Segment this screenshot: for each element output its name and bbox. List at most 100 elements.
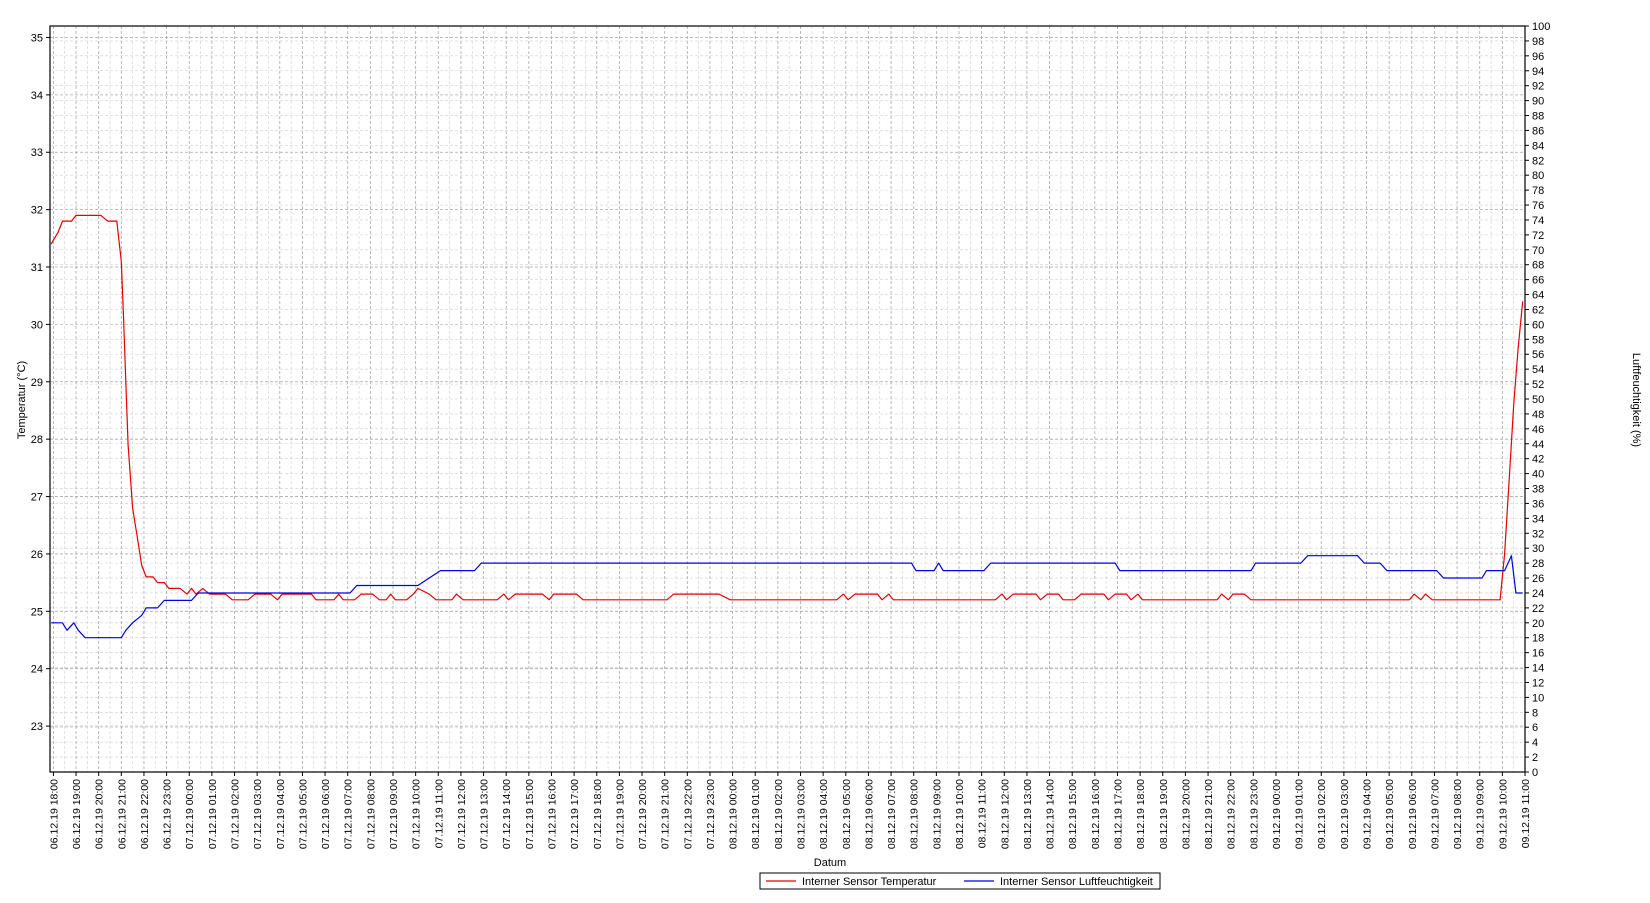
x-tick-label: 07.12.19 13:00	[479, 779, 491, 849]
y2-tick-label: 74	[1532, 215, 1544, 227]
y2-tick-label: 52	[1532, 379, 1544, 391]
y2-tick-label: 92	[1532, 81, 1544, 93]
y2-tick-label: 94	[1532, 66, 1544, 78]
y2-tick-label: 72	[1532, 230, 1544, 242]
x-tick-label: 08.12.19 21:00	[1203, 779, 1215, 849]
x-tick-label: 08.12.19 06:00	[863, 779, 875, 849]
y2-tick-label: 58	[1532, 334, 1544, 346]
grid	[50, 25, 1526, 773]
x-tick-label: 08.12.19 03:00	[796, 779, 808, 849]
y2-tick-label: 56	[1532, 349, 1544, 361]
y2-tick-label: 88	[1532, 111, 1544, 123]
x-tick-label: 07.12.19 00:00	[184, 779, 196, 849]
y2-tick-label: 98	[1532, 36, 1544, 48]
x-tick-label: 07.12.19 02:00	[230, 779, 242, 849]
x-tick-label: 08.12.19 20:00	[1180, 779, 1192, 849]
y2-tick-label: 32	[1532, 528, 1544, 540]
y-tick-label: 23	[31, 721, 43, 733]
x-tick-label: 08.12.19 10:00	[954, 779, 966, 849]
y2-tick-label: 64	[1532, 290, 1544, 302]
x-tick-label: 09.12.19 09:00	[1475, 779, 1487, 849]
y2-axis-label: Luftfeuchtigkeit (%)	[1630, 353, 1642, 447]
x-tick-label: 07.12.19 12:00	[456, 779, 468, 849]
x-tick-label: 07.12.19 23:00	[705, 779, 717, 849]
y2-tick-label: 48	[1532, 409, 1544, 421]
y-tick-label: 26	[31, 549, 43, 561]
y2-tick-label: 0	[1532, 767, 1538, 779]
y-tick-label: 27	[31, 492, 43, 504]
y-axis-right: 0246810121416182022242628303234363840424…	[1525, 21, 1550, 779]
x-tick-label: 08.12.19 07:00	[886, 779, 898, 849]
y2-tick-label: 2	[1532, 752, 1538, 764]
y2-tick-label: 42	[1532, 454, 1544, 466]
y2-tick-label: 12	[1532, 677, 1544, 689]
y2-tick-label: 84	[1532, 140, 1544, 152]
y2-tick-label: 10	[1532, 692, 1544, 704]
x-tick-label: 08.12.19 11:00	[977, 779, 989, 848]
x-tick-label: 07.12.19 18:00	[592, 779, 604, 849]
x-tick-label: 09.12.19 03:00	[1339, 779, 1351, 849]
y2-tick-label: 22	[1532, 603, 1544, 615]
x-tick-label: 07.12.19 04:00	[275, 779, 287, 849]
y2-tick-label: 26	[1532, 573, 1544, 585]
y2-tick-label: 76	[1532, 200, 1544, 212]
x-tick-label: 07.12.19 14:00	[501, 779, 513, 849]
series-line-humidity	[51, 555, 1523, 639]
y2-tick-label: 34	[1532, 513, 1544, 525]
y2-tick-label: 30	[1532, 543, 1544, 555]
y-tick-label: 30	[31, 319, 43, 331]
x-tick-label: 07.12.19 01:00	[207, 779, 219, 849]
x-tick-label: 07.12.19 05:00	[297, 779, 309, 849]
x-tick-label: 08.12.19 14:00	[1045, 779, 1057, 849]
y-tick-label: 35	[31, 32, 43, 44]
y-tick-label: 33	[31, 147, 43, 159]
y2-tick-label: 100	[1532, 21, 1550, 33]
x-axis: 06.12.19 18:00 06.12.19 19:00 06.12.19 20:…	[48, 772, 1532, 849]
y2-tick-label: 90	[1532, 96, 1544, 108]
x-tick-label: 06.12.19 19:00	[71, 779, 83, 849]
y2-tick-label: 96	[1532, 51, 1544, 63]
x-tick-label: 08.12.19 18:00	[1135, 779, 1147, 849]
y2-tick-label: 6	[1532, 722, 1538, 734]
x-tick-label: 08.12.19 04:00	[818, 779, 830, 849]
x-tick-label: 08.12.19 23:00	[1248, 779, 1260, 849]
y-tick-label: 28	[31, 434, 43, 446]
x-tick-label: 06.12.19 18:00	[48, 779, 60, 849]
x-tick-label: 07.12.19 16:00	[546, 779, 558, 849]
x-tick-label: 08.12.19 13:00	[1022, 779, 1034, 849]
y2-tick-label: 54	[1532, 364, 1544, 376]
y2-tick-label: 4	[1532, 737, 1538, 749]
x-tick-label: 08.12.19 15:00	[1067, 779, 1079, 849]
y2-tick-label: 86	[1532, 125, 1544, 137]
y-tick-label: 24	[31, 664, 43, 676]
y2-tick-label: 78	[1532, 185, 1544, 197]
y-tick-label: 31	[31, 262, 43, 274]
y2-tick-label: 46	[1532, 424, 1544, 436]
y-axis-label: Temperatur (°C)	[16, 361, 28, 439]
legend-box	[759, 872, 1161, 890]
y2-tick-label: 40	[1532, 469, 1544, 481]
y2-tick-label: 16	[1532, 648, 1544, 660]
x-tick-label: 08.12.19 09:00	[931, 779, 943, 849]
x-tick-label: 08.12.19 00:00	[728, 779, 740, 849]
x-tick-label: 08.12.19 02:00	[773, 779, 785, 849]
x-tick-label: 06.12.19 21:00	[116, 779, 128, 849]
x-tick-label: 07.12.19 06:00	[320, 779, 332, 849]
x-tick-label: 08.12.19 08:00	[909, 779, 921, 849]
x-tick-label: 07.12.19 11:00	[433, 779, 445, 848]
y2-tick-label: 36	[1532, 498, 1544, 510]
x-tick-label: 09.12.19 11:00	[1520, 779, 1532, 848]
x-tick-label: 07.12.19 22:00	[682, 779, 694, 849]
y2-tick-label: 20	[1532, 618, 1544, 630]
y2-tick-label: 66	[1532, 275, 1544, 287]
x-tick-label: 09.12.19 05:00	[1384, 779, 1396, 849]
y2-tick-label: 80	[1532, 170, 1544, 182]
x-tick-label: 08.12.19 12:00	[999, 779, 1011, 849]
x-tick-label: 08.12.19 17:00	[1112, 779, 1124, 849]
x-tick-label: 07.12.19 17:00	[569, 779, 581, 849]
legend: Interner Sensor Temperatur Interner Sens…	[759, 872, 1161, 890]
y-tick-label: 25	[31, 606, 43, 618]
x-tick-label: 08.12.19 19:00	[1158, 779, 1170, 849]
